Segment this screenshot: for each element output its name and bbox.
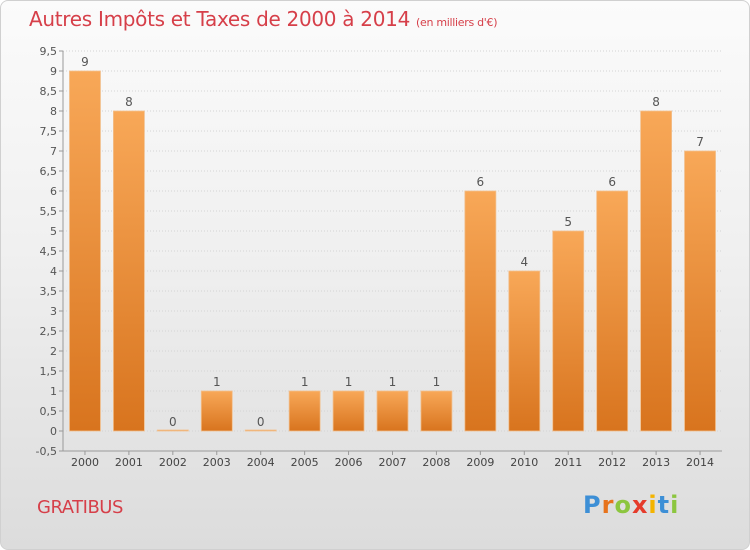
y-tick-label: 3,5	[40, 285, 58, 298]
bar-2001	[113, 110, 145, 432]
y-tick-label: 6,5	[40, 165, 58, 178]
bar-2005	[288, 390, 321, 432]
logo-letter: i	[670, 491, 680, 519]
y-tick-label: 5	[50, 225, 57, 238]
x-tick-label-2009: 2009	[466, 456, 494, 469]
bar-2014	[684, 150, 716, 432]
x-tick-label-2011: 2011	[554, 456, 582, 469]
y-tick-label: 6	[50, 185, 57, 198]
y-tick-label: 7	[50, 145, 57, 158]
data-label-2006: 1	[345, 375, 353, 389]
y-tick-label: 3	[50, 305, 57, 318]
data-label-2003: 1	[213, 375, 221, 389]
bar-2012	[596, 190, 629, 432]
data-label-2013: 8	[652, 95, 660, 109]
y-tick-label: 1	[50, 385, 57, 398]
bar-2011	[552, 230, 585, 432]
y-tick-label: 4,5	[40, 245, 58, 258]
x-tick-label-2008: 2008	[422, 456, 450, 469]
logo-letter: x	[631, 491, 649, 519]
commune-name: GRATIBUS	[37, 497, 123, 518]
bar-2007	[376, 390, 409, 432]
logo-letter: i	[648, 491, 658, 519]
bar-2004	[244, 429, 277, 432]
bar-2013	[640, 110, 672, 432]
data-label-2000: 9	[81, 55, 89, 69]
x-tick-label-2005: 2005	[291, 456, 319, 469]
data-label-2010: 4	[520, 255, 528, 269]
y-tick-label: 2,5	[40, 325, 58, 338]
y-tick-label: 0,5	[40, 405, 58, 418]
y-tick-label: 7,5	[40, 125, 58, 138]
x-tick-label-2000: 2000	[71, 456, 99, 469]
y-tick-label: 0	[50, 425, 57, 438]
bar-2000	[69, 70, 101, 432]
chart-title: Autres Impôts et Taxes de 2000 à 2014 (en…	[29, 7, 497, 31]
proxiti-logo[interactable]: Proxiti	[583, 491, 679, 519]
x-tick-label-2006: 2006	[335, 456, 363, 469]
bar-2009	[464, 190, 497, 432]
logo-letter: P	[583, 491, 602, 519]
y-tick-label: 5,5	[40, 205, 58, 218]
bar-2006	[332, 390, 365, 432]
x-tick-label-2003: 2003	[203, 456, 231, 469]
y-tick-label: 9	[50, 65, 57, 78]
x-tick-label-2013: 2013	[642, 456, 670, 469]
y-axis: -0,5 0 0,5 1 1,5 2 2,5 3 3,5 4 4,5 5 5,5 6 6,5 7 7,5 8 8,5…	[36, 45, 64, 458]
bar-2008	[420, 390, 453, 432]
y-tick-label: 4	[50, 265, 57, 278]
data-label-2007: 1	[389, 375, 397, 389]
bar-2003	[200, 390, 233, 432]
data-label-2011: 5	[564, 215, 572, 229]
chart-title-text: Autres Impôts et Taxes de 2000 à 2014	[29, 7, 410, 31]
x-tick-label-2012: 2012	[598, 456, 626, 469]
data-label-2004: 0	[257, 415, 265, 429]
x-tick-label-2002: 2002	[159, 456, 187, 469]
y-tick-label: 8	[50, 105, 57, 118]
data-label-2001: 8	[125, 95, 133, 109]
bar-2002	[156, 429, 189, 432]
y-tick-label: 2	[50, 345, 57, 358]
logo-letter: r	[601, 491, 615, 519]
logo-letter: t	[657, 491, 671, 519]
x-tick-label-2010: 2010	[510, 456, 538, 469]
bar-2010	[508, 270, 541, 432]
logo-letter: o	[614, 491, 632, 519]
x-axis: 2000 2001 2002 2003 2004 2005 2006 2007 2008 2009…	[63, 450, 722, 469]
data-label-2005: 1	[301, 375, 309, 389]
data-label-2002: 0	[169, 415, 177, 429]
data-label-2014: 7	[696, 135, 704, 149]
y-tick-label: -0,5	[36, 445, 57, 458]
data-label-2012: 6	[608, 175, 616, 189]
y-tick-label: 9,5	[40, 45, 58, 58]
chart-subtitle: (en milliers d'€)	[416, 16, 498, 29]
y-tick-label: 1,5	[40, 365, 58, 378]
data-label-2009: 6	[477, 175, 485, 189]
y-tick-label: 8,5	[40, 85, 58, 98]
x-tick-label-2014: 2014	[686, 456, 714, 469]
x-tick-label-2004: 2004	[247, 456, 275, 469]
x-tick-label-2001: 2001	[115, 456, 143, 469]
data-label-2008: 1	[433, 375, 441, 389]
bars: 9 8 0 1 0 1 1 1 1 6 4 5 6 8 7	[69, 55, 716, 432]
x-tick-label-2007: 2007	[379, 456, 407, 469]
